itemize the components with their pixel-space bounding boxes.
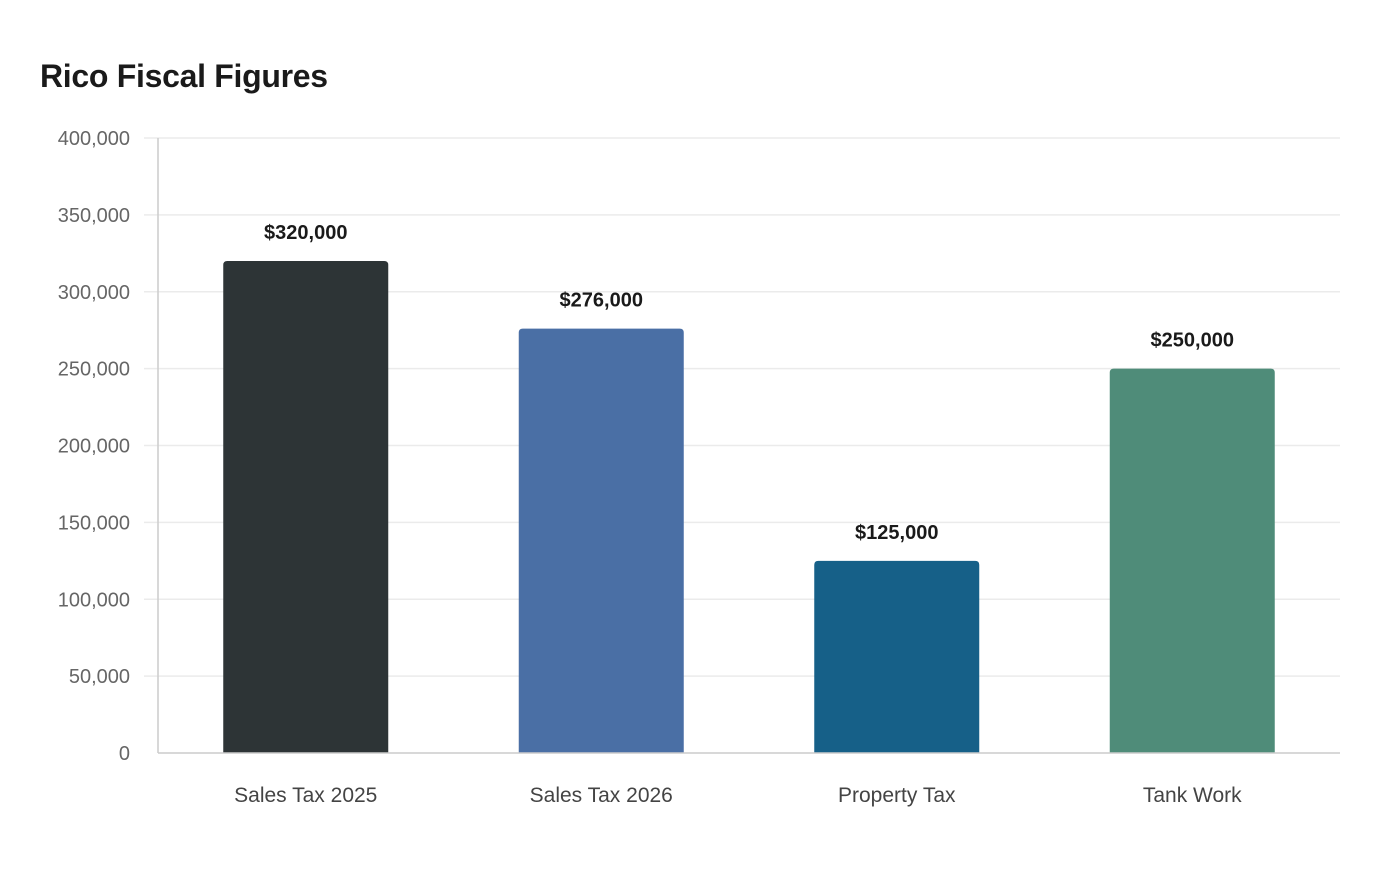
y-tick-label: 150,000 bbox=[58, 512, 130, 534]
x-tick-label: Property Tax bbox=[838, 784, 956, 807]
x-tick-label: Sales Tax 2026 bbox=[530, 784, 673, 807]
bar-value-label: $320,000 bbox=[264, 222, 347, 244]
bar bbox=[1109, 368, 1275, 753]
y-tick-label: 300,000 bbox=[58, 282, 130, 304]
x-tick-label: Sales Tax 2025 bbox=[234, 784, 377, 807]
y-tick-label: 100,000 bbox=[58, 589, 130, 611]
y-tick-label: 50,000 bbox=[69, 666, 130, 688]
y-tick-label: 200,000 bbox=[58, 436, 130, 458]
y-tick-label: 0 bbox=[119, 743, 130, 765]
y-tick-label: 350,000 bbox=[58, 205, 130, 227]
bar bbox=[223, 261, 389, 753]
bar-value-label: $276,000 bbox=[560, 290, 643, 312]
bar-value-label: $125,000 bbox=[855, 522, 938, 544]
y-tick-label: 400,000 bbox=[58, 128, 130, 150]
bar bbox=[814, 560, 980, 753]
bar bbox=[518, 328, 684, 753]
chart-title: Rico Fiscal Figures bbox=[40, 58, 328, 94]
x-tick-label: Tank Work bbox=[1143, 784, 1242, 807]
y-tick-label: 250,000 bbox=[58, 359, 130, 381]
bar-value-label: $250,000 bbox=[1151, 330, 1234, 352]
